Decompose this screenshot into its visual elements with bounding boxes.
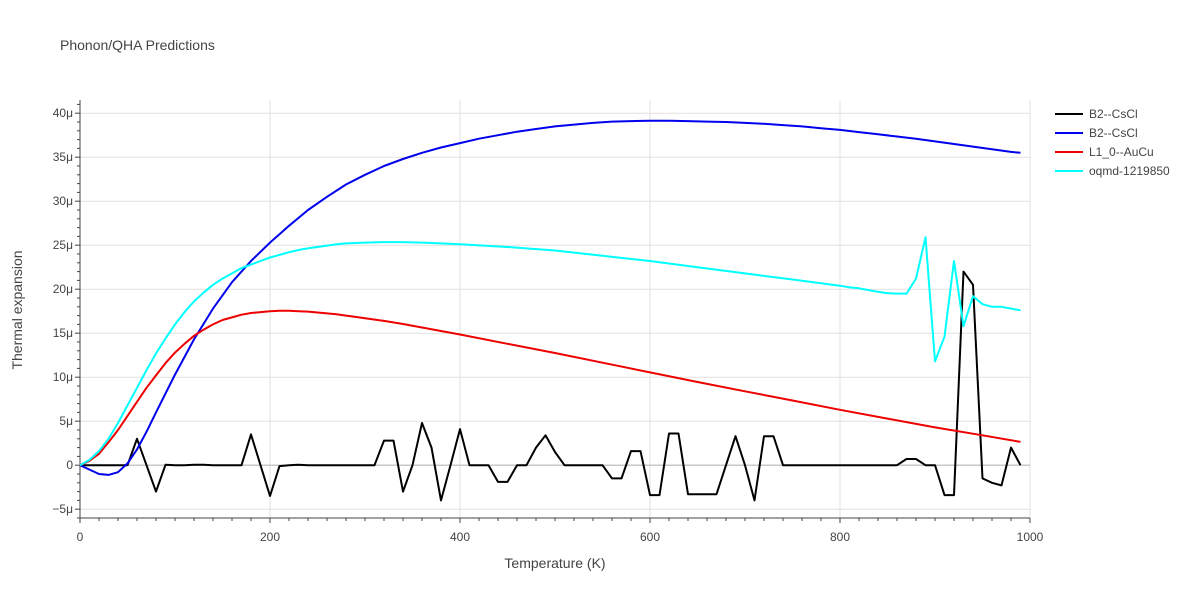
series-line-0: [80, 270, 1022, 502]
x-tick-label: 800: [830, 530, 850, 544]
y-tick-label: 25μ: [53, 238, 73, 252]
series-line-1: [79, 119, 1021, 476]
y-tick-label: 35μ: [53, 150, 73, 164]
series-lines: [79, 119, 1022, 502]
legend-label: oqmd-1219850: [1089, 164, 1170, 178]
legend-label: B2--CsCl: [1089, 107, 1138, 121]
legend: B2--CsCl B2--CsCl L1_0--AuCu oqmd-1219850: [1055, 107, 1170, 178]
grid: [80, 100, 1031, 518]
legend-label: B2--CsCl: [1089, 126, 1138, 140]
series-line-3: [79, 236, 1021, 467]
y-tick-label: 15μ: [53, 326, 73, 340]
y-tick-label: 5μ: [59, 414, 73, 428]
y-tick-label: −5μ: [52, 502, 73, 516]
x-tick-label: 400: [450, 530, 470, 544]
x-axis-ticks: 0 200 400 600 800 1000: [77, 518, 1044, 544]
x-axis-title: Temperature (K): [504, 555, 605, 571]
x-tick-label: 1000: [1017, 530, 1044, 544]
series-line-2: [79, 309, 1021, 467]
x-tick-label: 200: [260, 530, 280, 544]
legend-label: L1_0--AuCu: [1089, 145, 1154, 159]
x-tick-label: 0: [77, 530, 84, 544]
y-tick-label: 30μ: [53, 194, 73, 208]
axes: [79, 100, 1030, 519]
y-tick-label: 0: [66, 458, 73, 472]
x-tick-label: 600: [640, 530, 660, 544]
y-tick-label: 20μ: [53, 282, 73, 296]
chart-title: Phonon/QHA Predictions: [60, 37, 215, 53]
y-tick-label: 10μ: [53, 370, 73, 384]
y-axis-title: Thermal expansion: [9, 250, 25, 369]
y-axis-ticks: −5μ 0 5μ 10μ 15μ 20μ 25μ 30μ 35μ 40μ: [52, 103, 80, 519]
y-tick-label: 40μ: [53, 106, 73, 120]
